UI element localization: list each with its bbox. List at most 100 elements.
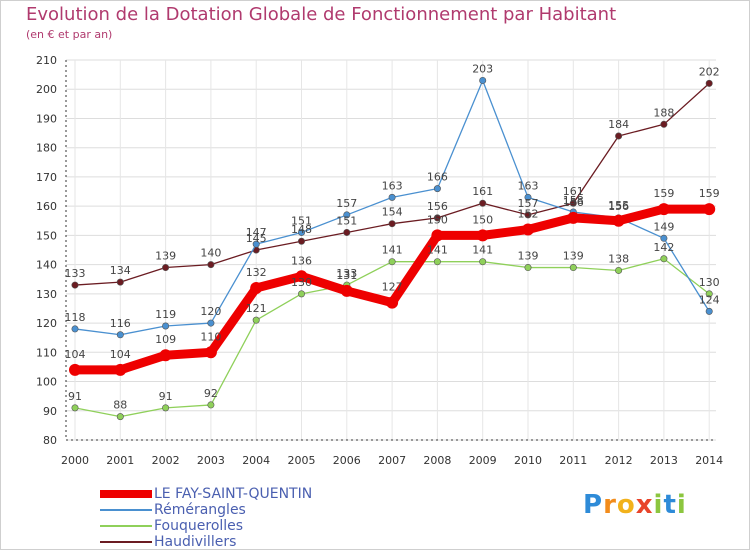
data-point-le-fay-saint-quentin <box>386 296 399 309</box>
data-label-fouquerolles: 138 <box>608 252 629 265</box>
data-label-fouquerolles: 141 <box>382 244 403 257</box>
data-point-fouquerolles <box>116 413 124 421</box>
x-tick-label: 2010 <box>514 454 542 467</box>
data-point-remerangles <box>116 331 124 339</box>
x-tick-label: 2013 <box>650 454 678 467</box>
y-tick-label: 90 <box>43 405 57 418</box>
data-point-haudivillers <box>297 237 305 245</box>
data-label-le-fay-saint-quentin: 104 <box>110 348 131 361</box>
x-tick-label: 2006 <box>333 454 361 467</box>
data-label-fouquerolles: 130 <box>699 276 720 289</box>
data-label-remerangles: 163 <box>382 179 403 192</box>
y-tick-label: 80 <box>43 434 57 447</box>
data-label-fouquerolles: 139 <box>563 250 584 263</box>
data-point-remerangles <box>479 76 487 84</box>
legend-label: LE FAY-SAINT-QUENTIN <box>154 486 313 502</box>
x-tick-label: 2003 <box>197 454 225 467</box>
data-point-fouquerolles <box>615 266 623 274</box>
data-label-fouquerolles: 88 <box>113 399 127 412</box>
data-point-remerangles <box>252 240 260 248</box>
x-tick-label: 2011 <box>559 454 587 467</box>
y-tick-label: 200 <box>36 83 57 96</box>
data-point-remerangles <box>660 234 668 242</box>
data-label-remerangles: 151 <box>291 214 312 227</box>
data-label-le-fay-saint-quentin: 150 <box>472 213 493 226</box>
y-tick-label: 190 <box>36 112 57 125</box>
data-label-haudivillers: 188 <box>653 106 674 119</box>
data-point-le-fay-saint-quentin <box>204 346 217 359</box>
logo-letter: i <box>676 490 687 520</box>
data-label-remerangles: 120 <box>200 305 221 318</box>
data-point-fouquerolles <box>297 290 305 298</box>
data-label-remerangles: 124 <box>699 293 720 306</box>
data-label-fouquerolles: 130 <box>291 276 312 289</box>
data-label-fouquerolles: 141 <box>427 244 448 257</box>
data-point-haudivillers <box>433 214 441 222</box>
data-label-remerangles: 149 <box>653 220 674 233</box>
data-point-le-fay-saint-quentin <box>159 349 172 362</box>
logo-letter: x <box>635 490 654 520</box>
legend-swatch <box>100 525 152 527</box>
data-point-fouquerolles <box>207 401 215 409</box>
data-label-le-fay-saint-quentin: 156 <box>563 196 584 209</box>
data-point-fouquerolles <box>433 258 441 266</box>
data-label-haudivillers: 156 <box>427 200 448 213</box>
legend-label: Fouquerolles <box>154 518 244 534</box>
data-label-fouquerolles: 91 <box>159 390 173 403</box>
data-point-remerangles <box>705 307 713 315</box>
data-point-remerangles <box>162 322 170 330</box>
data-point-haudivillers <box>479 199 487 207</box>
data-point-le-fay-saint-quentin <box>657 203 670 216</box>
data-point-haudivillers <box>660 120 668 128</box>
x-tick-label: 2000 <box>61 454 89 467</box>
data-point-le-fay-saint-quentin <box>69 363 81 376</box>
data-label-fouquerolles: 141 <box>472 244 493 257</box>
data-point-remerangles <box>297 228 305 236</box>
data-point-fouquerolles <box>71 404 79 412</box>
data-point-le-fay-saint-quentin <box>295 270 308 283</box>
data-point-haudivillers <box>71 281 79 289</box>
data-label-remerangles: 158 <box>563 194 584 207</box>
x-tick-label: 2005 <box>288 454 316 467</box>
data-point-fouquerolles <box>705 290 713 298</box>
data-point-remerangles <box>71 325 79 333</box>
data-label-le-fay-saint-quentin: 136 <box>291 254 312 267</box>
data-point-le-fay-saint-quentin <box>250 282 263 294</box>
data-label-remerangles: 156 <box>608 200 629 213</box>
data-point-remerangles <box>343 211 351 219</box>
data-label-le-fay-saint-quentin: 109 <box>155 333 176 346</box>
data-point-fouquerolles <box>388 258 396 266</box>
logo-letter: r <box>603 490 617 520</box>
data-label-fouquerolles: 121 <box>246 302 267 315</box>
data-label-remerangles: 147 <box>246 226 267 239</box>
y-tick-label: 100 <box>36 376 57 389</box>
data-label-le-fay-saint-quentin: 104 <box>65 348 86 361</box>
data-label-haudivillers: 202 <box>699 65 720 78</box>
data-point-le-fay-saint-quentin <box>612 214 625 227</box>
y-tick-label: 110 <box>36 346 57 359</box>
legend-label: Haudivillers <box>154 534 237 550</box>
legend-swatch <box>100 490 152 498</box>
data-label-remerangles: 119 <box>155 308 176 321</box>
x-tick-label: 2014 <box>695 454 723 467</box>
data-point-le-fay-saint-quentin <box>431 229 444 242</box>
legend-label: Rémérangles <box>154 502 246 518</box>
data-point-haudivillers <box>615 132 623 140</box>
data-label-haudivillers: 184 <box>608 118 629 131</box>
series-layer <box>69 76 716 421</box>
x-tick-label: 2008 <box>423 454 451 467</box>
data-label-haudivillers: 140 <box>200 247 221 260</box>
data-point-remerangles <box>433 185 441 193</box>
y-tick-label: 160 <box>36 200 57 213</box>
axis-layer: 8090100110120130140150160170180190200210… <box>36 54 723 467</box>
data-label-remerangles: 163 <box>518 179 539 192</box>
data-point-fouquerolles <box>162 404 170 412</box>
logo-letter: o <box>616 490 636 520</box>
data-point-fouquerolles <box>252 316 260 324</box>
data-point-le-fay-saint-quentin <box>476 229 489 242</box>
proxiti-logo: Proxiti <box>583 490 687 520</box>
data-point-le-fay-saint-quentin <box>340 284 353 297</box>
y-tick-label: 140 <box>36 259 57 272</box>
data-label-fouquerolles: 142 <box>653 241 674 254</box>
